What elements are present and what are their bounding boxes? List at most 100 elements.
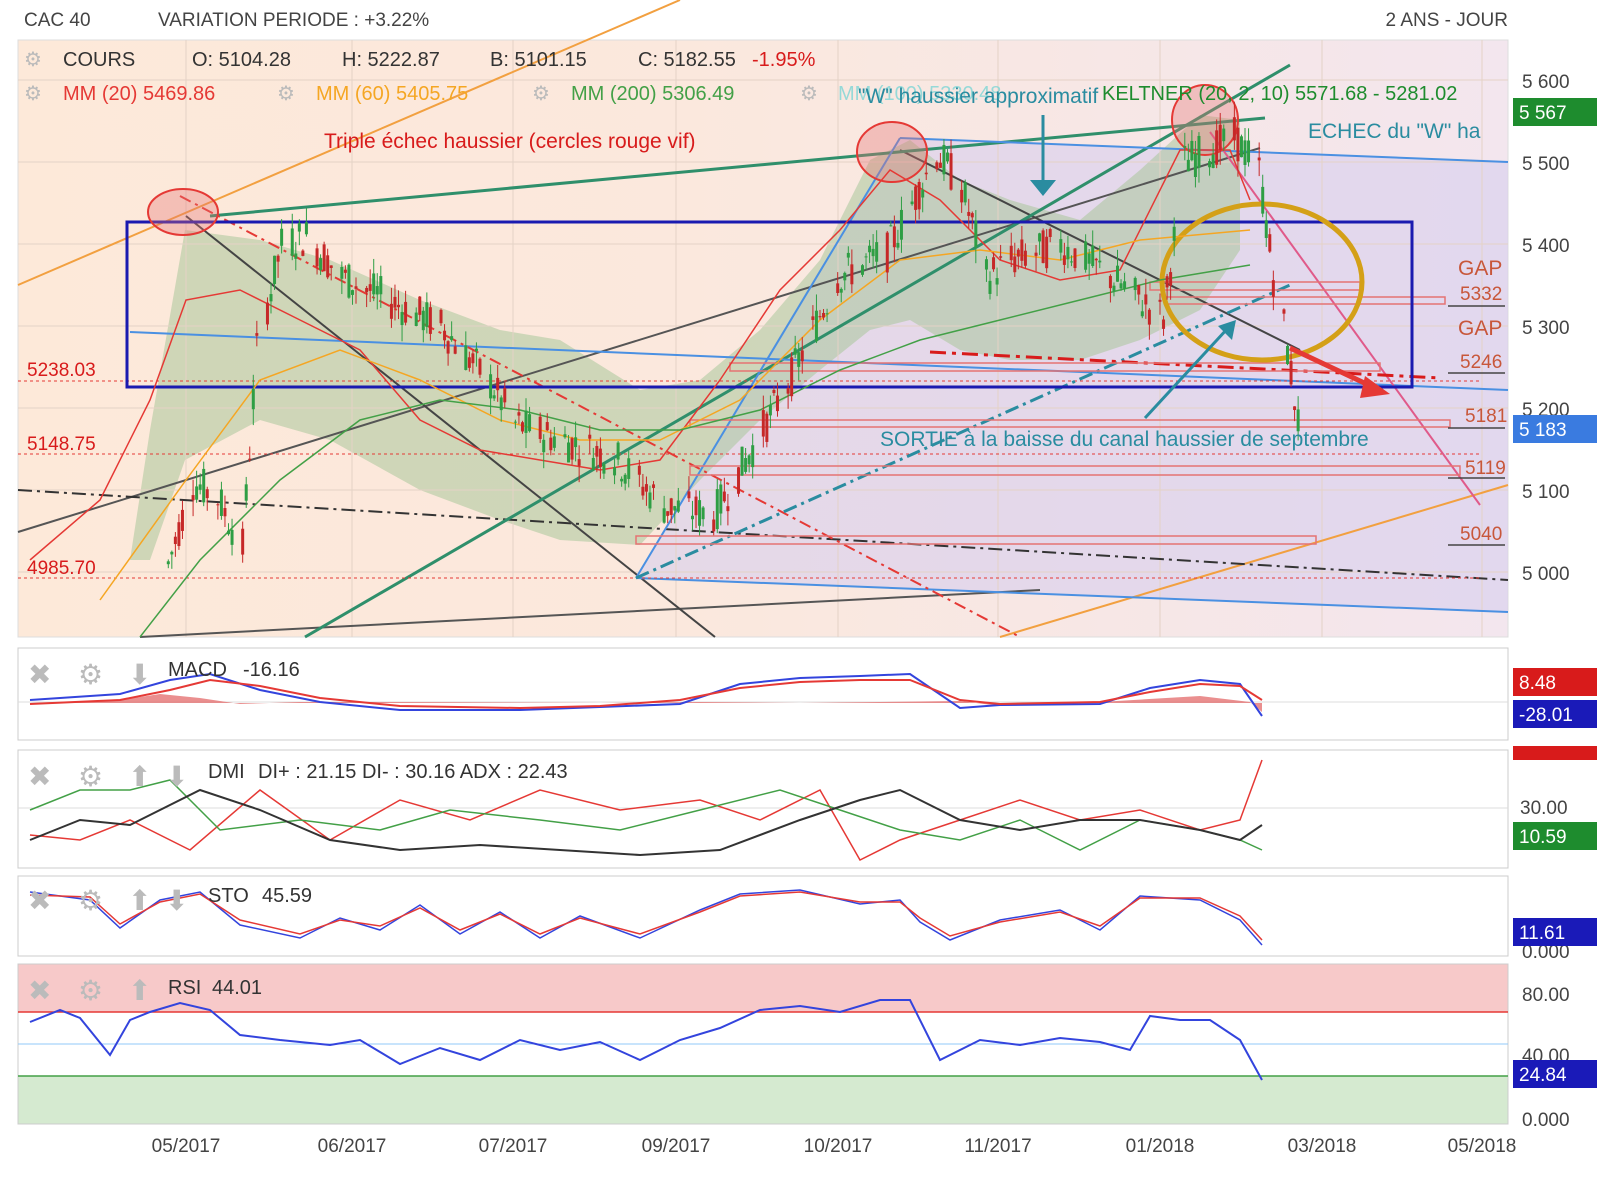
sto-badge: 11.61 [1519, 923, 1565, 944]
rsi-panel: ✖ ⚙ ⬆ RSI 44.01 80.00 40.00 0.000 24.84 [17, 963, 1597, 1131]
keltner-legend: KELTNER (20, 2, 10) 5571.68 - 5281.02 [1102, 83, 1457, 105]
price-axis: 5 600 5 500 5 400 5 300 5 200 5 100 5 00… [1513, 72, 1597, 585]
candle-body [751, 445, 755, 468]
candle-body [690, 515, 694, 520]
x-tick: 06/2017 [318, 1136, 387, 1157]
level-5119: 5119 [1465, 458, 1506, 479]
close-icon[interactable]: ✖ [28, 659, 51, 690]
candle-body [772, 389, 776, 394]
candle-body [520, 422, 524, 432]
candle-body [354, 286, 358, 289]
candle-body [662, 508, 666, 523]
close-icon[interactable]: ✖ [28, 885, 51, 916]
gear-icon[interactable]: ⚙ [24, 83, 42, 105]
move-up-icon[interactable]: ⬆ [128, 975, 151, 1006]
candle-body [177, 522, 181, 547]
gear-icon[interactable]: ⚙ [800, 83, 818, 105]
candle-body [1016, 249, 1020, 257]
candle-body [984, 259, 988, 270]
rsi-tick: 0.000 [1522, 1110, 1570, 1131]
close-icon[interactable]: ✖ [28, 975, 51, 1006]
fail-circle-1 [147, 188, 219, 236]
candle-body [265, 302, 269, 325]
candle-body [513, 421, 517, 423]
candle-body [393, 296, 397, 308]
period-label: 2 ANS - JOUR [1386, 10, 1508, 31]
gear-icon[interactable]: ⚙ [532, 83, 550, 105]
consolidation-box [125, 220, 1414, 389]
gear-icon[interactable]: ⚙ [78, 761, 103, 792]
candle-body [627, 458, 631, 479]
macd-badge-top: 8.48 [1519, 673, 1556, 694]
move-down-icon[interactable]: ⬇ [165, 761, 188, 792]
candle-body [496, 377, 500, 391]
dmi-value: DI+ : 21.15 DI- : 30.16 ADX : 22.43 [258, 761, 568, 783]
candle-body [960, 189, 964, 203]
candle-body [850, 264, 854, 285]
candle-body [1094, 258, 1098, 261]
candle-body [1084, 241, 1088, 270]
candle-body [1133, 277, 1137, 291]
mm100-legend: MM (100) 5330.48 [838, 83, 1001, 105]
candle-body [322, 244, 326, 272]
candle-body [428, 307, 432, 334]
candle-body [241, 528, 245, 555]
candle-body [478, 358, 482, 375]
candle-body [1264, 220, 1268, 238]
candle-body [1208, 161, 1212, 168]
candle-body [974, 220, 978, 248]
price-last-badge: 5 183 [1519, 420, 1567, 441]
dmi-tick: 30.00 [1520, 798, 1568, 819]
candle-body [1091, 245, 1095, 266]
candle-body [577, 459, 581, 466]
candle-body [1286, 345, 1290, 365]
move-down-icon[interactable]: ⬇ [165, 885, 188, 916]
close-value: C: 5182.55 [638, 49, 736, 71]
gap-label-1: GAP [1458, 257, 1502, 280]
candle-body [195, 486, 199, 500]
candle-body [715, 489, 719, 530]
gear-icon[interactable]: ⚙ [78, 885, 103, 916]
candle-body [517, 412, 521, 416]
candle-body [899, 209, 903, 240]
candle-body [737, 467, 741, 494]
close-icon[interactable]: ✖ [28, 761, 51, 792]
candle-body [938, 162, 942, 168]
candle-body [397, 304, 401, 308]
candle-body [644, 484, 648, 492]
candle-body [1239, 136, 1243, 158]
candle-body [992, 257, 996, 270]
candle-body [1144, 294, 1148, 305]
candle-body [942, 144, 946, 175]
candle-body [775, 395, 779, 412]
candle-body [219, 489, 223, 516]
candle-body [701, 507, 705, 520]
candle-body [273, 255, 277, 285]
candle-body [1137, 285, 1141, 295]
level-5148: 5148.75 [27, 434, 96, 455]
candle-body [453, 346, 457, 354]
gear-icon[interactable]: ⚙ [24, 49, 42, 71]
candle-body [251, 388, 255, 410]
candle-body [673, 506, 677, 511]
x-tick: 09/2017 [642, 1136, 711, 1157]
exit-annotation: SORTIE à la baisse du canal haussier de … [880, 428, 1369, 451]
candle-body [1215, 130, 1219, 165]
move-down-icon[interactable]: ⬇ [128, 659, 151, 690]
gear-icon[interactable]: ⚙ [277, 83, 295, 105]
candle-body [297, 222, 301, 232]
gear-icon[interactable]: ⚙ [78, 659, 103, 690]
candle-body [1062, 255, 1066, 265]
gear-icon[interactable]: ⚙ [78, 975, 103, 1006]
move-up-icon[interactable]: ⬆ [128, 885, 151, 916]
candle-body [227, 530, 231, 535]
move-up-icon[interactable]: ⬆ [128, 761, 151, 792]
candle-body [446, 341, 450, 354]
candle-body [839, 288, 843, 293]
candle-body [846, 252, 850, 258]
candle-body [949, 153, 953, 190]
candle-body [319, 258, 323, 271]
candle-body [191, 495, 195, 501]
candle-body [1211, 154, 1215, 168]
sto-panel: ✖ ⚙ ⬆ ⬇ STO 45.59 0.000 11.61 [17, 875, 1597, 963]
